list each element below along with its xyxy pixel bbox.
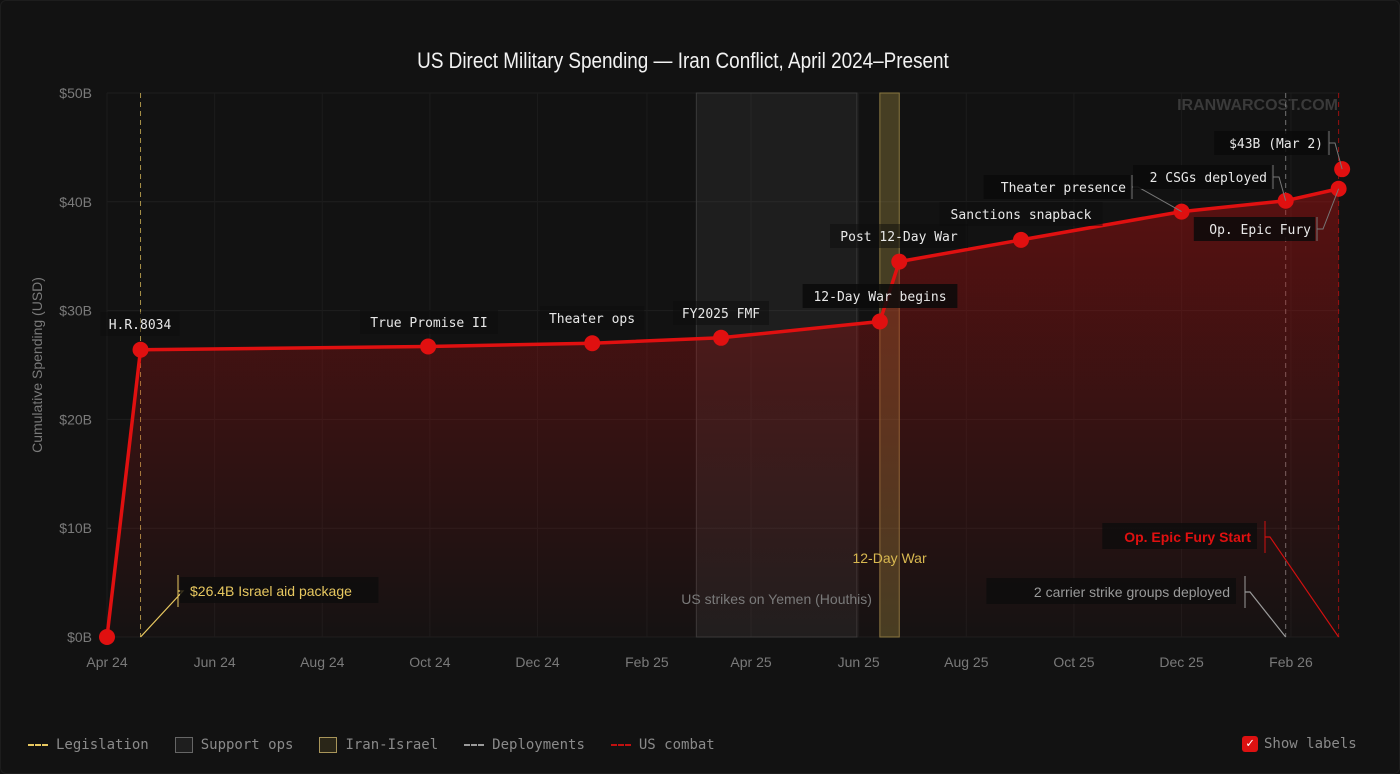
legend: Legislation Support ops Iran-Israel Deploym…: [28, 737, 715, 753]
point-label: FY2025 FMF: [682, 307, 760, 322]
legend-item-iran-israel[interactable]: Iran-Israel: [319, 737, 438, 753]
x-tick-label: Apr 25: [730, 654, 771, 670]
legend-item-support-ops[interactable]: Support ops: [174, 737, 294, 753]
data-point: [420, 338, 437, 355]
legend-swatch-icon: [610, 744, 631, 746]
annotation-bg: [986, 578, 1236, 604]
point-label-bg: [1193, 217, 1315, 241]
x-tick-label: Oct 25: [1053, 654, 1094, 670]
legend-label: Deployments: [492, 737, 585, 753]
data-point: [99, 629, 115, 645]
point-label-bg: [1214, 131, 1327, 155]
legend-label: Legislation: [56, 737, 149, 753]
y-axis-label: Cumulative Spending (USD): [29, 277, 45, 453]
point-label: H.R.8034: [109, 318, 172, 333]
point-label: 12-Day War begins: [813, 290, 946, 305]
annotation-connector: [1245, 591, 1287, 638]
point-label-bg: [360, 310, 498, 334]
y-tick-label: $30B: [59, 303, 92, 319]
x-tick-label: Oct 24: [409, 654, 450, 670]
point-label: True Promise II: [370, 316, 487, 331]
y-tick-label: $50B: [59, 85, 92, 101]
x-tick-label: Feb 26: [1269, 654, 1313, 670]
legend-swatch-icon: [319, 737, 338, 753]
x-tick-label: Feb 25: [625, 654, 669, 670]
point-label-bg: [830, 224, 968, 248]
point-label-bg: [802, 284, 958, 308]
point-label: Post 12-Day War: [840, 230, 958, 245]
label-connector: [1317, 188, 1340, 230]
region-label: US strikes on Yemen (Houthis): [681, 591, 872, 607]
x-tick-label: Dec 25: [1159, 654, 1204, 670]
legend-swatch-icon: [464, 744, 485, 746]
data-point: [871, 313, 888, 330]
legend-item-us-combat[interactable]: US combat: [610, 737, 715, 753]
point-label-bg: [673, 301, 769, 325]
data-point: [1013, 231, 1030, 248]
annotation-bg: [180, 577, 379, 603]
annotation-connector: [1265, 536, 1340, 638]
y-tick-label: $20B: [59, 411, 92, 427]
watermark: IRANWARCOST.COM: [1177, 97, 1338, 114]
data-point: [713, 329, 730, 346]
x-tick-label: Jun 24: [194, 654, 236, 670]
point-label-bg: [939, 202, 1103, 226]
label-connector: [1132, 186, 1182, 213]
label-connector: [1329, 142, 1343, 170]
legend-item-deployments[interactable]: Deployments: [464, 737, 585, 753]
y-tick-label: $40B: [59, 194, 92, 210]
checkbox-checked-icon[interactable]: ✓: [1242, 736, 1258, 752]
legend-swatch-icon: [28, 744, 48, 746]
label-connector: [1273, 176, 1287, 201]
point-label: Sanctions snapback: [951, 208, 1092, 223]
legend-label: Support ops: [200, 737, 294, 753]
point-label: $43B (Mar 2): [1229, 137, 1323, 152]
area-fill: [107, 188, 1339, 637]
x-tick-label: Aug 24: [300, 654, 345, 670]
legend-label: Iran-Israel: [345, 737, 439, 753]
legend-swatch-icon: [174, 737, 193, 753]
point-label-bg: [1133, 165, 1271, 189]
event-annotation: $26.4B Israel aid package: [190, 583, 352, 599]
point-label: Op. Epic Fury: [1209, 223, 1311, 238]
x-tick-label: Jun 25: [838, 654, 880, 670]
annotation-bg: [1102, 523, 1257, 549]
region-label: 12-Day War: [852, 550, 927, 566]
event-annotation: 2 carrier strike groups deployed: [1034, 584, 1230, 600]
point-label: Theater ops: [549, 312, 635, 327]
show-labels-label: Show labels: [1264, 736, 1357, 752]
data-point: [891, 253, 908, 270]
legend-label: US combat: [638, 737, 715, 753]
y-tick-label: $0B: [67, 629, 92, 645]
show-labels-toggle[interactable]: ✓ Show labels: [1242, 736, 1357, 752]
point-label: 2 CSGs deployed: [1150, 171, 1267, 186]
y-tick-label: $10B: [59, 520, 92, 536]
point-label-bg: [539, 306, 645, 330]
x-tick-label: Dec 24: [515, 654, 560, 670]
point-label: Theater presence: [1001, 181, 1126, 196]
x-tick-label: Apr 24: [86, 654, 127, 670]
data-point: [132, 341, 149, 358]
point-label-bg: [100, 312, 180, 336]
x-tick-label: Aug 25: [944, 654, 989, 670]
chart-title: US Direct Military Spending — Iran Confl…: [417, 49, 949, 74]
data-point: [584, 335, 601, 352]
event-annotation: Op. Epic Fury Start: [1124, 529, 1251, 545]
legend-item-legislation[interactable]: Legislation: [28, 737, 149, 753]
point-label-bg: [983, 175, 1130, 199]
